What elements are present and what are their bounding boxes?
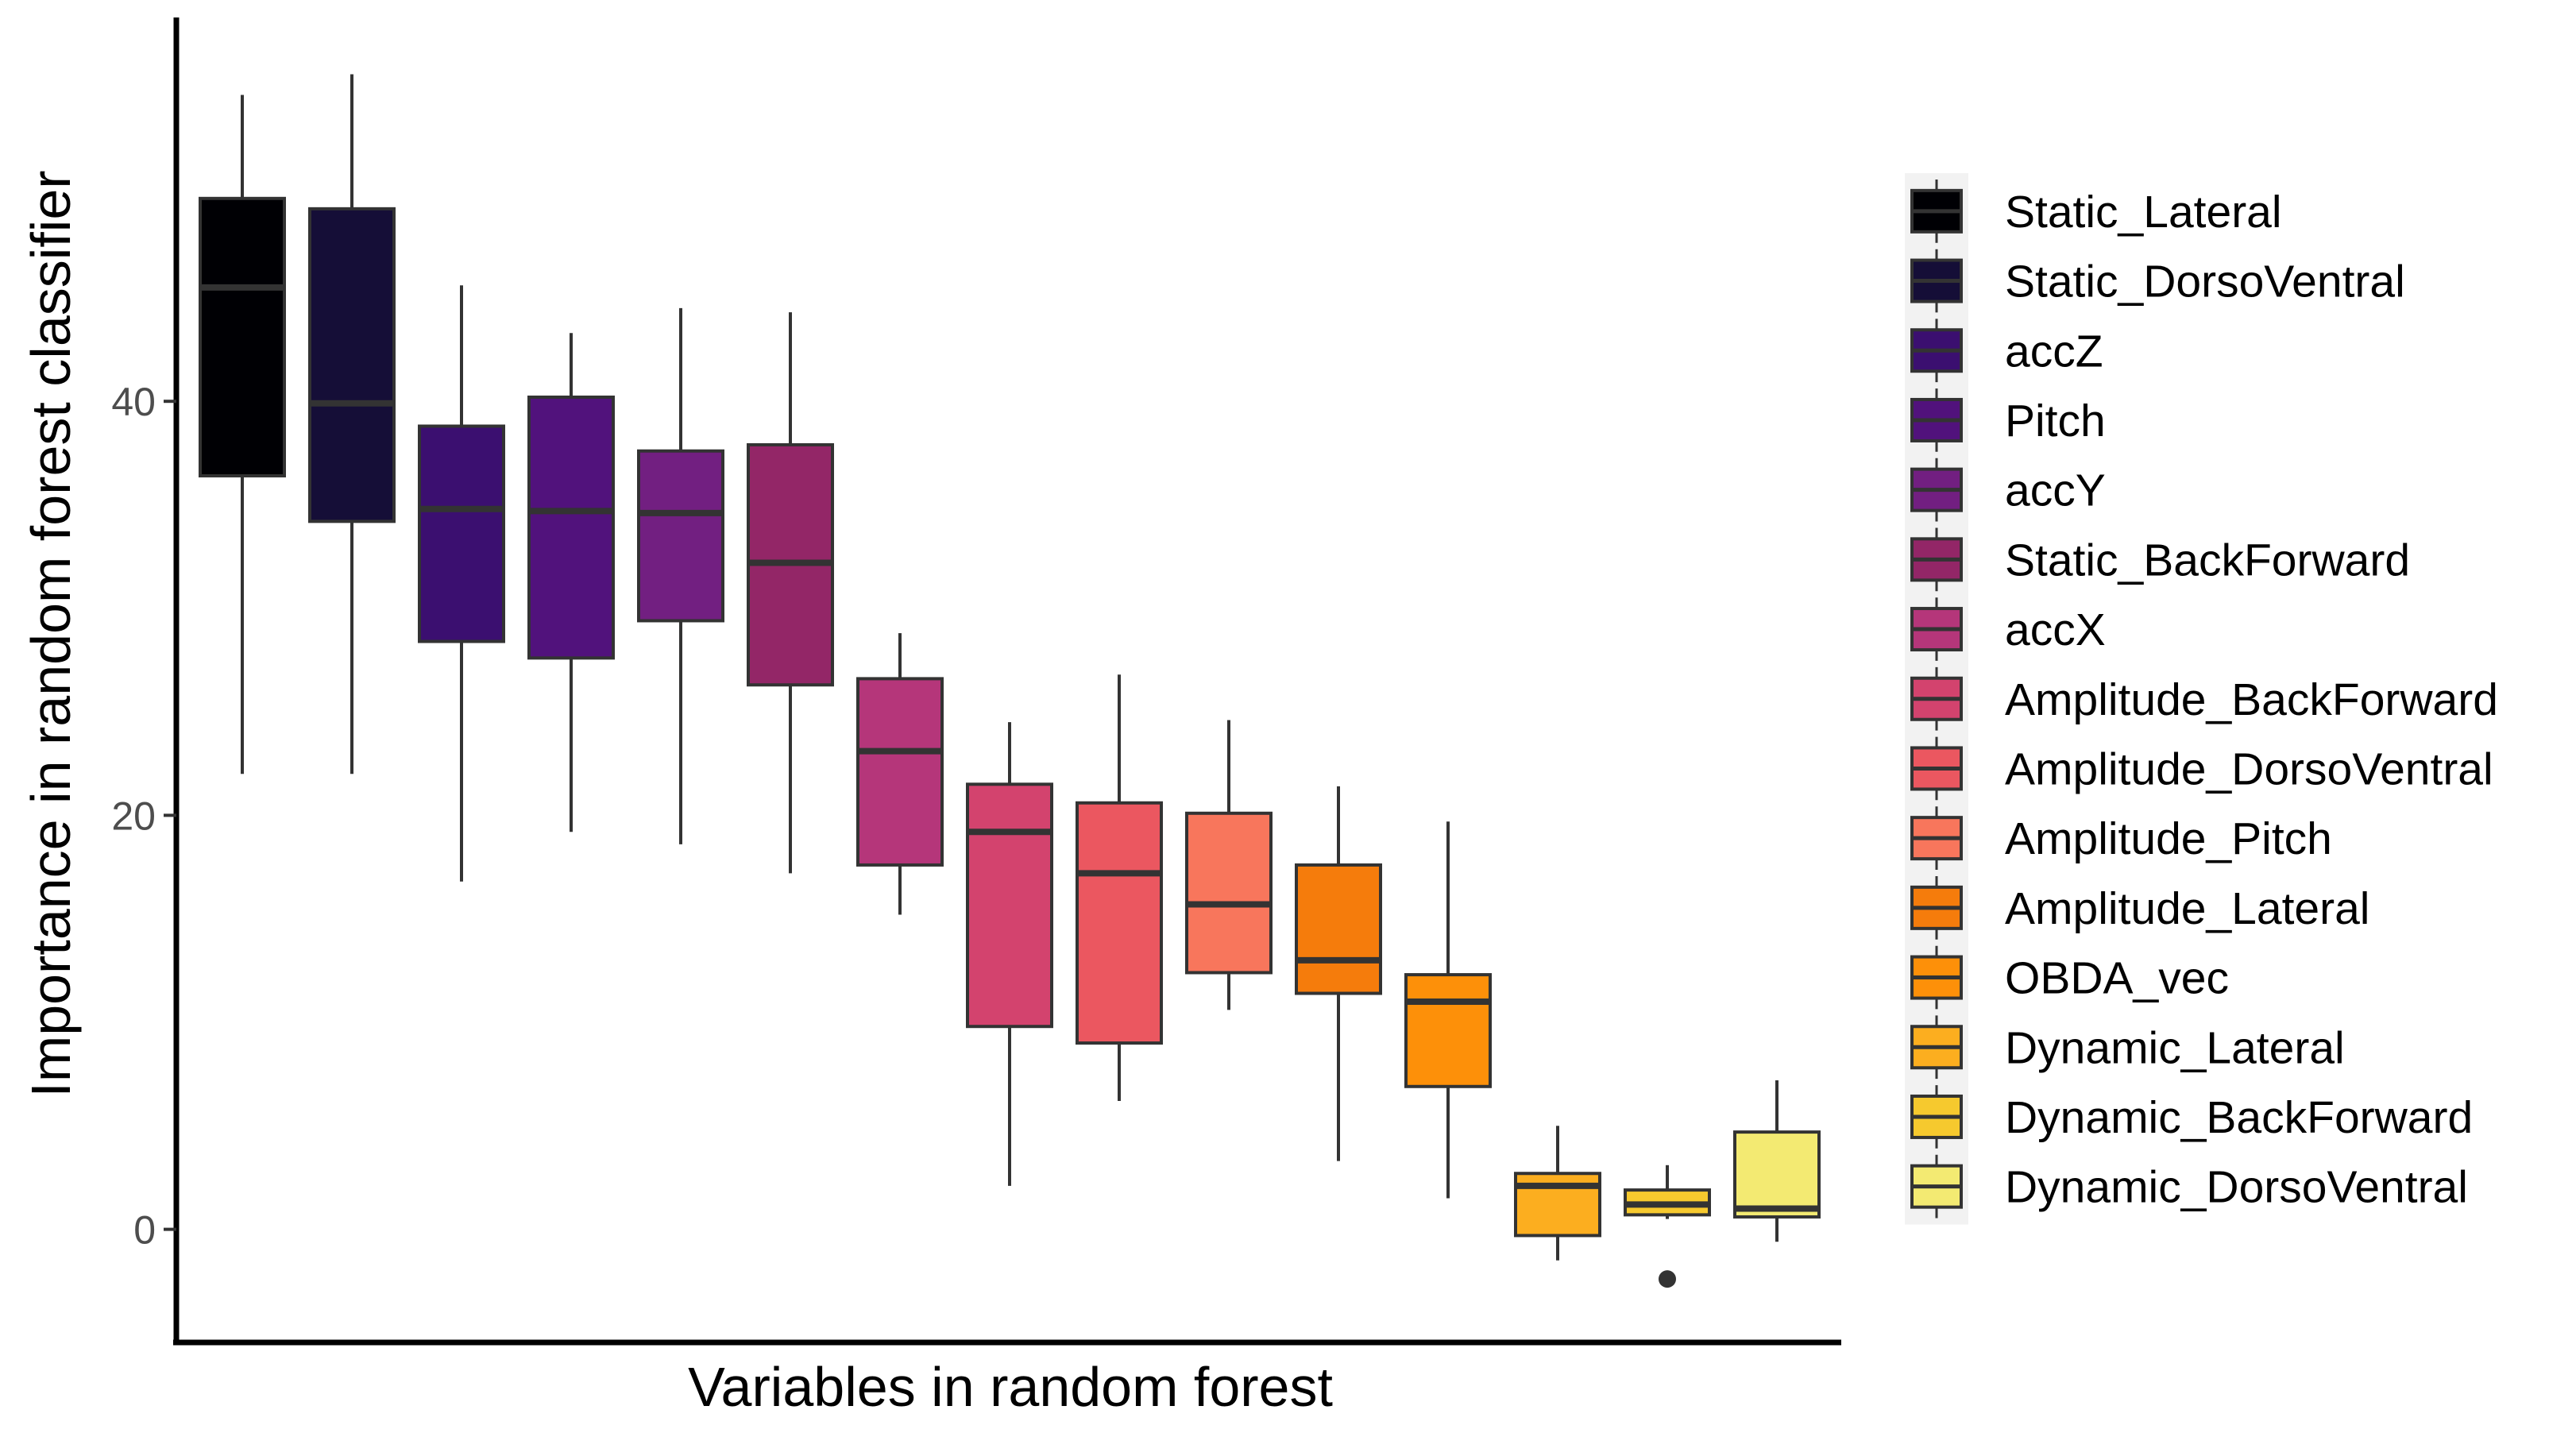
box-body	[1404, 973, 1492, 1088]
box-Amplitude_BackForward	[966, 722, 1053, 1186]
box-accX	[856, 633, 944, 915]
y-tick-label: 20	[111, 794, 156, 838]
box-Amplitude_DorsoVentral	[1076, 674, 1163, 1102]
box-accY	[637, 307, 724, 844]
legend-label: Static_DorsoVentral	[2005, 257, 2405, 307]
box-accZ	[418, 285, 505, 882]
x-axis-title: Variables in random forest	[688, 1356, 1333, 1418]
box-Static_Lateral	[199, 95, 286, 774]
legend-label: Dynamic_Lateral	[2005, 1022, 2345, 1073]
legend-item-Dynamic_Lateral: Dynamic_Lateral	[1910, 1015, 2345, 1080]
plot-area	[199, 74, 1821, 1288]
box-Amplitude_Lateral	[1295, 786, 1382, 1161]
outlier-point	[1659, 1270, 1676, 1288]
box-body	[1295, 863, 1382, 995]
legend-item-accY: accY	[1910, 458, 2106, 522]
box-OBDA_vec	[1404, 821, 1492, 1199]
box-Dynamic_BackForward	[1624, 1165, 1711, 1288]
box-body	[1185, 811, 1273, 975]
box-Static_BackForward	[747, 312, 834, 874]
legend: Static_Lateral Static_DorsoVentral accZ Pit…	[1905, 173, 2498, 1225]
box-Static_DorsoVentral	[308, 74, 396, 774]
y-axis-ticks: 0 20 40	[111, 380, 176, 1253]
legend-item-OBDA_vec: OBDA_vec	[1910, 945, 2229, 1010]
box-body	[966, 782, 1053, 1029]
legend-item-Static_BackForward: Static_BackForward	[1910, 527, 2410, 592]
legend-item-Amplitude_Pitch: Amplitude_Pitch	[1910, 806, 2332, 870]
box-body	[1076, 801, 1163, 1045]
legend-label: Static_Lateral	[2005, 187, 2282, 238]
legend-label: Static_BackForward	[2005, 535, 2410, 585]
box-Dynamic_DorsoVentral	[1733, 1080, 1821, 1242]
legend-item-Amplitude_Lateral: Amplitude_Lateral	[1910, 876, 2369, 940]
legend-item-Static_DorsoVentral: Static_DorsoVentral	[1910, 249, 2405, 313]
legend-label: Pitch	[2005, 396, 2106, 446]
legend-item-accX: accX	[1910, 597, 2106, 661]
legend-label: Amplitude_BackForward	[2005, 674, 2498, 725]
legend-item-Dynamic_BackForward: Dynamic_BackForward	[1910, 1085, 2473, 1149]
legend-label: accY	[2005, 465, 2106, 516]
legend-label: OBDA_vec	[2005, 953, 2229, 1004]
box-Pitch	[527, 333, 615, 832]
legend-label: Amplitude_Pitch	[2005, 813, 2332, 864]
legend-label: Dynamic_DorsoVentral	[2005, 1162, 2468, 1213]
legend-label: Dynamic_BackForward	[2005, 1092, 2473, 1143]
box-body	[637, 449, 724, 623]
legend-item-accZ: accZ	[1910, 319, 2103, 383]
box-Dynamic_Lateral	[1514, 1126, 1601, 1261]
box-body	[1733, 1130, 1821, 1219]
box-body	[199, 196, 286, 478]
legend-label: accZ	[2005, 326, 2103, 377]
box-body	[856, 677, 944, 867]
box-Amplitude_Pitch	[1185, 720, 1273, 1010]
legend-item-Amplitude_BackForward: Amplitude_BackForward	[1910, 666, 2498, 731]
legend-item-Static_Lateral: Static_Lateral	[1910, 180, 2282, 243]
legend-label: Amplitude_Lateral	[2005, 883, 2369, 934]
legend-item-Dynamic_DorsoVentral: Dynamic_DorsoVentral	[1910, 1154, 2468, 1219]
y-axis-title: Importance in random forest classifier	[20, 170, 82, 1097]
y-tick-label: 0	[133, 1208, 156, 1253]
legend-label: Amplitude_DorsoVentral	[2005, 744, 2493, 794]
legend-item-Amplitude_DorsoVentral: Amplitude_DorsoVentral	[1910, 736, 2493, 801]
box-body	[418, 424, 505, 643]
legend-label: accX	[2005, 604, 2106, 655]
y-tick-label: 40	[111, 380, 156, 424]
legend-item-Pitch: Pitch	[1910, 388, 2106, 452]
box-body	[308, 207, 396, 523]
box-body	[527, 395, 615, 660]
